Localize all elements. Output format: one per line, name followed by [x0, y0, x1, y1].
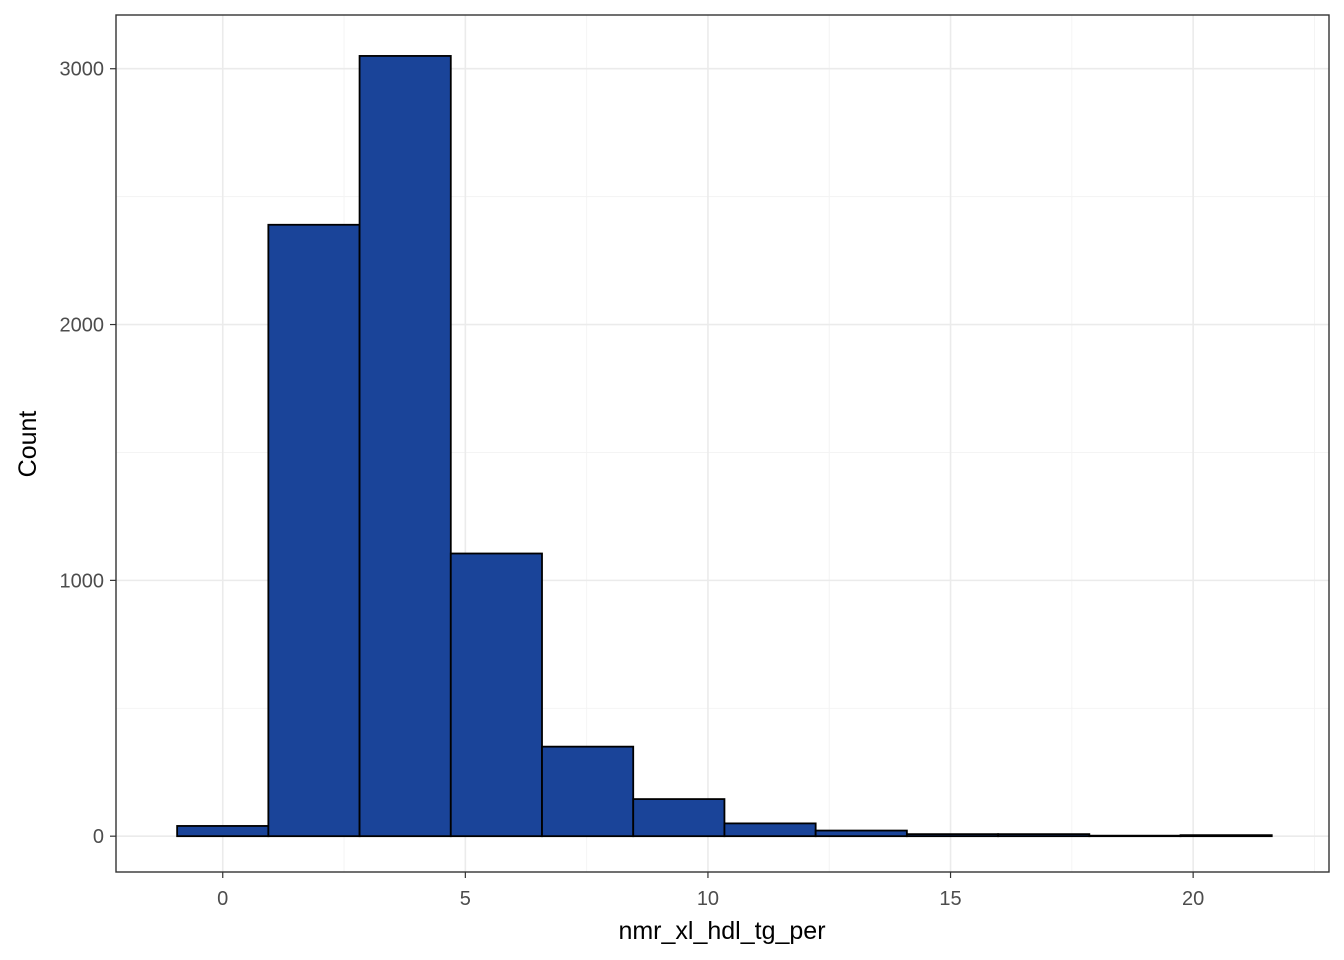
histogram-bar-11 — [1179, 834, 1273, 838]
histogram-bar-1 — [267, 223, 361, 838]
x-tick-label: 20 — [1182, 888, 1204, 910]
histogram-bar-7 — [814, 829, 908, 838]
histogram-bar-10 — [1088, 834, 1182, 838]
histogram-bar-3 — [449, 552, 543, 838]
histogram-bar-2 — [358, 55, 452, 838]
x-tick-label: 5 — [460, 888, 471, 910]
y-axis-title: Count — [14, 411, 42, 478]
y-tick-label: 0 — [93, 826, 104, 848]
panel-border — [115, 14, 1330, 873]
y-tick-label: 3000 — [60, 59, 105, 81]
y-tick-label: 1000 — [60, 570, 105, 592]
histogram-bar-4 — [541, 745, 635, 838]
x-axis: 0 5 10 15 20 — [217, 872, 1204, 910]
x-tick-label: 15 — [939, 888, 961, 910]
histogram-bar-9 — [997, 833, 1091, 838]
histogram-bar-5 — [632, 798, 726, 838]
x-tick-label: 0 — [217, 888, 228, 910]
y-tick-label: 2000 — [60, 315, 105, 337]
x-axis-title: nmr_xl_hdl_tg_per — [618, 917, 825, 945]
minor-gridlines — [116, 15, 1329, 872]
histogram-bar-6 — [723, 822, 817, 838]
histogram-bars — [176, 55, 1273, 838]
histogram-bar-0 — [176, 825, 270, 838]
y-axis: 0 1000 2000 3000 — [60, 59, 116, 848]
histogram-bar-8 — [905, 833, 999, 838]
x-tick-label: 10 — [697, 888, 719, 910]
